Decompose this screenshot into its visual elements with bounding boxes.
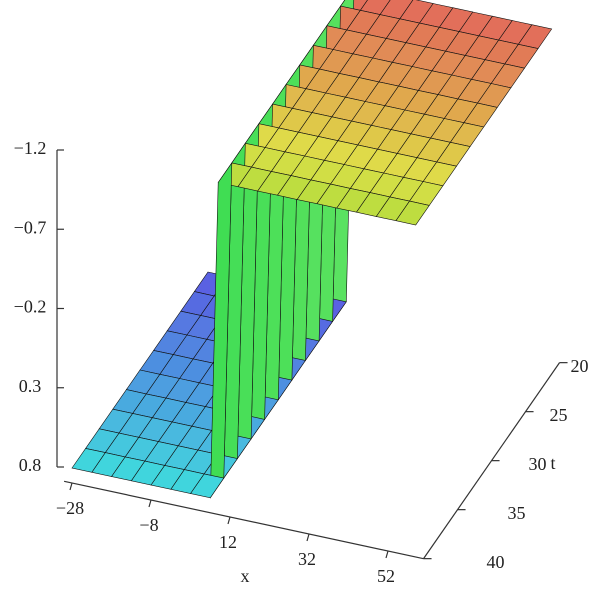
z-tick-label: 0.3 [19, 376, 42, 396]
x-tick-label: −8 [139, 515, 158, 535]
x-tick-label: −28 [56, 498, 84, 518]
x-tick [385, 550, 389, 559]
z-tick-label: 0.8 [19, 455, 42, 475]
z-tick-label: −0.7 [14, 217, 47, 237]
surface-patch [71, 448, 106, 473]
x-axis [63, 480, 424, 560]
z-tick-label: −0.2 [14, 297, 47, 317]
t-tick-label: 30 [529, 454, 547, 474]
t-tick-label: 20 [571, 356, 589, 376]
z-tick-label: −1.2 [14, 138, 47, 158]
x-tick-label: 12 [219, 532, 237, 552]
x-tick-label: 52 [377, 566, 395, 586]
x-tick [148, 499, 152, 508]
x-tick [69, 482, 73, 491]
t-tick-label: 25 [550, 405, 568, 425]
x-tick-label: 32 [298, 549, 316, 569]
t-tick-label: 40 [487, 552, 505, 572]
t-axis-label: t [550, 453, 555, 473]
x-tick [306, 533, 310, 542]
t-tick-label: 35 [508, 503, 526, 523]
x-axis-label: x [241, 566, 250, 586]
x-tick [227, 516, 231, 525]
